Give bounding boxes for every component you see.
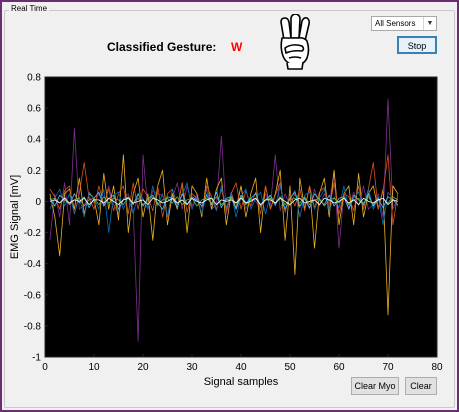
series-line-7 [49, 197, 398, 206]
chevron-down-icon[interactable]: ▼ [423, 17, 436, 30]
series-line-3 [49, 154, 399, 226]
y-tick-label: 0.6 [27, 104, 41, 115]
series-line-4 [49, 182, 399, 234]
x-axis-label: Signal samples [204, 376, 279, 388]
y-tick-label: 0 [35, 197, 41, 208]
x-tick-label: 30 [186, 362, 198, 373]
x-tick-label: 80 [431, 362, 443, 373]
plot-area [44, 76, 438, 358]
sensor-select-value: All Sensors [375, 19, 416, 28]
x-tick-label: 60 [333, 362, 345, 373]
y-tick-label: -0.6 [24, 290, 42, 301]
clear-button[interactable]: Clear [405, 377, 437, 395]
y-tick-label: 0.4 [27, 135, 41, 146]
x-tick-label: 10 [88, 362, 100, 373]
x-tick-label: 50 [284, 362, 296, 373]
series-line-1 [49, 98, 399, 342]
x-tick-label: 0 [42, 362, 48, 373]
series-line-6 [49, 196, 399, 207]
y-tick-label: 0.2 [27, 166, 41, 177]
x-tick-label: 20 [137, 362, 149, 373]
classified-gesture-label: Classified Gesture: [107, 40, 217, 54]
y-tick-label: -0.4 [24, 259, 42, 270]
real-time-panel [4, 10, 455, 408]
y-tick-label: -0.2 [24, 228, 42, 239]
panel-title: Real Time [9, 4, 50, 14]
x-tick-label: 40 [235, 362, 247, 373]
y-axis-label: EMG Signal [mV] [9, 175, 21, 259]
y-tick-label: -1 [32, 353, 41, 364]
x-tick-label: 70 [382, 362, 394, 373]
clear-myo-button[interactable]: Clear Myo [351, 377, 399, 395]
stop-button[interactable]: Stop [397, 36, 437, 54]
hand-gesture-w-icon [280, 14, 311, 70]
y-tick-label: -0.8 [24, 321, 42, 332]
y-tick-label: 0.8 [27, 73, 41, 84]
sensor-select[interactable]: All Sensors ▼ [371, 16, 437, 31]
classified-gesture-value: W [231, 40, 243, 54]
